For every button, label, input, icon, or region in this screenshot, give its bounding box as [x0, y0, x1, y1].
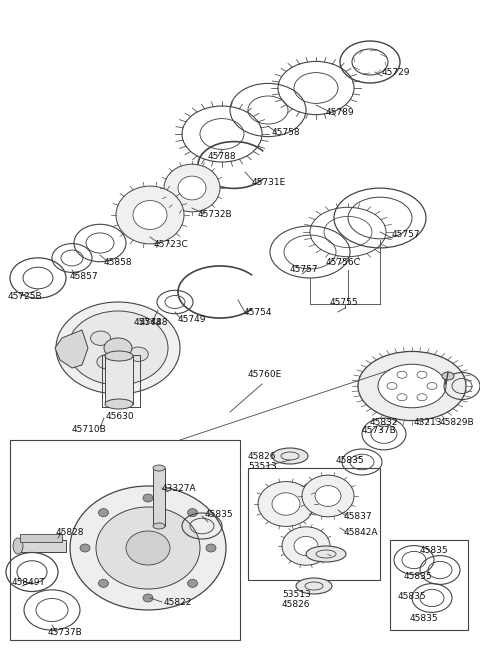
Text: 45758: 45758: [272, 128, 300, 137]
Text: 45729: 45729: [382, 68, 410, 77]
Bar: [390, 540, 468, 630]
Text: 45832: 45832: [370, 418, 398, 427]
Ellipse shape: [68, 311, 168, 385]
Ellipse shape: [98, 508, 108, 517]
Text: 45829B: 45829B: [440, 418, 475, 427]
Ellipse shape: [296, 578, 332, 594]
Bar: [102, 355, 140, 407]
Ellipse shape: [294, 537, 318, 556]
Ellipse shape: [188, 508, 198, 517]
Text: 45756C: 45756C: [326, 258, 361, 267]
Ellipse shape: [143, 494, 153, 502]
Ellipse shape: [397, 394, 407, 401]
Text: 45748: 45748: [140, 318, 168, 327]
Ellipse shape: [272, 493, 300, 515]
Ellipse shape: [306, 546, 346, 562]
Text: 45749: 45749: [178, 315, 206, 324]
Text: 45858: 45858: [104, 258, 132, 267]
Text: 43213: 43213: [414, 418, 443, 427]
Text: 45630: 45630: [106, 412, 134, 421]
Ellipse shape: [188, 579, 198, 587]
Text: 45837: 45837: [344, 512, 372, 521]
Ellipse shape: [358, 352, 466, 420]
Text: 45835: 45835: [336, 456, 365, 465]
Bar: [18, 540, 66, 552]
Text: 45826: 45826: [282, 600, 311, 609]
Text: 45725B: 45725B: [8, 292, 43, 301]
Bar: [153, 468, 165, 526]
Text: 45757: 45757: [290, 265, 319, 274]
Ellipse shape: [153, 523, 165, 529]
Ellipse shape: [417, 371, 427, 379]
Bar: [105, 356, 133, 404]
Ellipse shape: [70, 486, 226, 610]
Bar: [248, 468, 380, 580]
Ellipse shape: [143, 594, 153, 602]
Text: 45842A: 45842A: [344, 528, 379, 537]
Text: 45737B: 45737B: [48, 628, 83, 637]
Ellipse shape: [96, 507, 200, 589]
Text: 53513: 53513: [248, 462, 277, 471]
Text: 45822: 45822: [164, 598, 192, 607]
Ellipse shape: [282, 527, 330, 565]
Text: 43327A: 43327A: [162, 484, 197, 493]
Ellipse shape: [315, 485, 341, 506]
Ellipse shape: [378, 364, 446, 408]
Ellipse shape: [97, 355, 117, 369]
Ellipse shape: [302, 475, 354, 517]
Text: 45826: 45826: [248, 452, 276, 461]
Ellipse shape: [417, 394, 427, 401]
Ellipse shape: [397, 371, 407, 379]
Text: 53513: 53513: [282, 590, 311, 599]
Ellipse shape: [442, 372, 454, 380]
Text: 45835: 45835: [420, 546, 449, 555]
Text: 45835: 45835: [404, 572, 432, 581]
Ellipse shape: [105, 351, 133, 361]
Ellipse shape: [387, 382, 397, 390]
Ellipse shape: [80, 544, 90, 552]
Text: 45732B: 45732B: [198, 210, 233, 219]
Text: 45849T: 45849T: [12, 578, 46, 587]
Text: 45835: 45835: [205, 510, 234, 519]
Ellipse shape: [91, 331, 110, 346]
Ellipse shape: [206, 544, 216, 552]
Ellipse shape: [98, 579, 108, 587]
Text: 45835: 45835: [410, 614, 439, 623]
Ellipse shape: [105, 399, 133, 409]
Text: 45737B: 45737B: [362, 426, 397, 435]
Text: 45857: 45857: [70, 272, 98, 281]
Text: 45788: 45788: [208, 152, 237, 161]
Text: 45710B: 45710B: [72, 425, 107, 434]
Bar: [10, 440, 240, 640]
Ellipse shape: [178, 176, 206, 200]
Text: 45835: 45835: [398, 592, 427, 601]
Ellipse shape: [258, 482, 314, 526]
Ellipse shape: [126, 531, 170, 565]
Ellipse shape: [272, 448, 308, 464]
Text: 45757: 45757: [392, 230, 420, 239]
Ellipse shape: [164, 164, 220, 212]
Ellipse shape: [56, 302, 180, 394]
Text: 45723C: 45723C: [154, 240, 189, 249]
Ellipse shape: [427, 382, 437, 390]
Text: 45731E: 45731E: [252, 178, 286, 187]
Polygon shape: [55, 330, 88, 368]
Text: 45755: 45755: [330, 298, 359, 307]
Text: 45754: 45754: [244, 308, 273, 317]
Ellipse shape: [13, 538, 23, 554]
Text: 45789: 45789: [326, 108, 355, 117]
Ellipse shape: [104, 338, 132, 358]
Ellipse shape: [128, 347, 148, 361]
Ellipse shape: [153, 465, 165, 471]
Text: 45760E: 45760E: [248, 370, 282, 379]
Bar: [20, 534, 62, 542]
Text: 45828: 45828: [56, 528, 84, 537]
Text: 45748: 45748: [134, 318, 163, 327]
Ellipse shape: [133, 201, 167, 230]
Ellipse shape: [116, 186, 184, 244]
